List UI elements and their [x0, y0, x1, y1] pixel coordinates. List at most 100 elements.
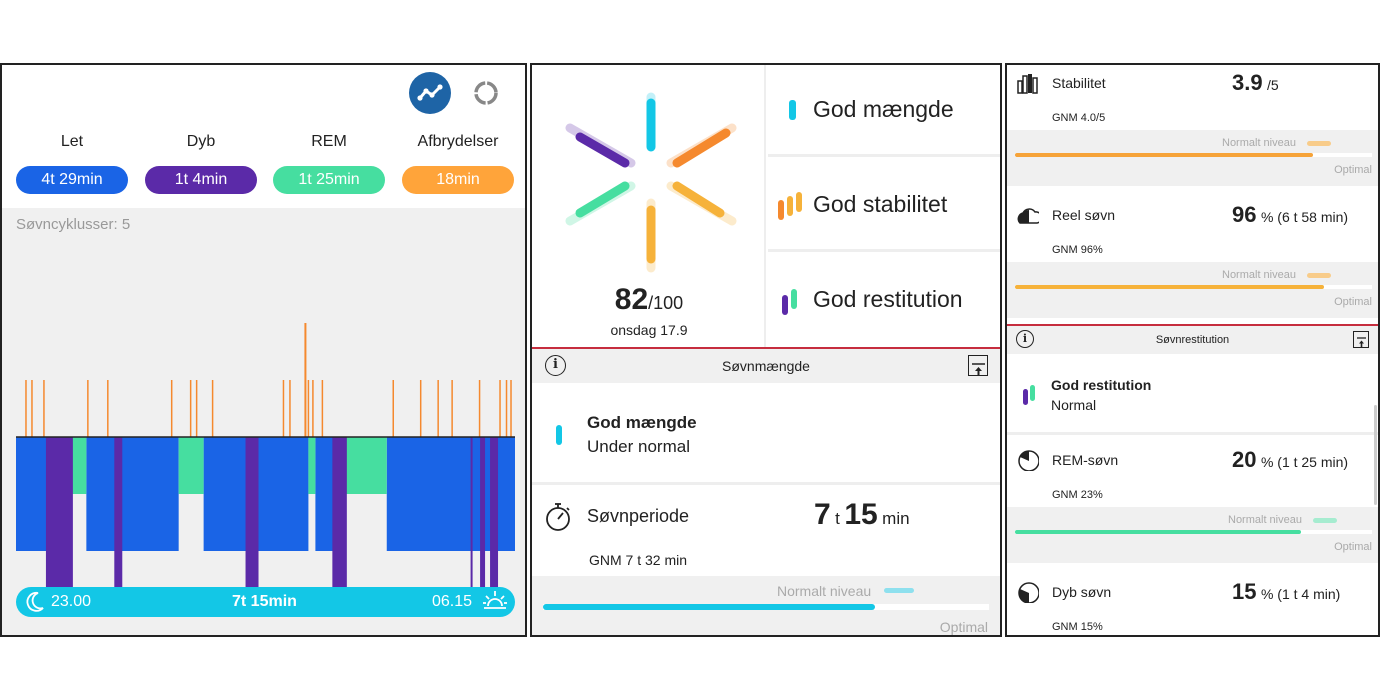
- share-arrow-icon: [1356, 337, 1366, 347]
- deep-sleep-value: 15 % (1 t 4 min): [1232, 579, 1340, 605]
- stability-bar-icon: [778, 200, 784, 220]
- deep-sleep-number: 15: [1232, 579, 1257, 604]
- amount-detail-card: God mængde Under normal: [532, 385, 1000, 485]
- score-max: /100: [648, 293, 684, 313]
- section-title: Søvnmængde: [722, 358, 810, 374]
- status-amount[interactable]: God mængde: [768, 65, 1000, 157]
- sleep-phases-panel: Let Dyb REM Afbrydelser 4t 29min 1t 4min…: [0, 63, 527, 637]
- rem-sleep-pill[interactable]: 1t 25min: [273, 166, 385, 194]
- rem-sleep-unit: % (1 t 25 min): [1260, 454, 1349, 470]
- normal-level-label: Normalt niveau: [777, 583, 872, 599]
- amount-bar-icon: [789, 100, 796, 120]
- normal-level-label: Normalt niveau: [1228, 514, 1302, 526]
- rem-sleep-segment: [178, 437, 204, 494]
- status-stability-label: God stabilitet: [813, 191, 948, 217]
- deep-sleep-icon: [1018, 582, 1039, 603]
- real-sleep-value: 96 % (6 t 58 min): [1232, 202, 1348, 228]
- real-sleep-label: Reel søvn: [1052, 207, 1116, 223]
- normal-level-label: Normalt niveau: [1222, 269, 1296, 281]
- period-hours-unit: t: [835, 509, 840, 528]
- rem-fill: [1015, 530, 1301, 534]
- sunrise-icon: [483, 591, 507, 609]
- real-sleep-fill: [1015, 285, 1324, 289]
- deep-sleep-label: Dyb søvn: [1052, 584, 1112, 600]
- stability-value: 3.9 /5: [1232, 70, 1279, 96]
- detail-subtitle: Under normal: [587, 437, 690, 456]
- deep-sleep-segment: [245, 437, 259, 588]
- info-icon[interactable]: i: [1016, 330, 1034, 348]
- deep-sleep-segment: [480, 437, 486, 588]
- rem-level-bar: Normalt niveau Optimal: [1007, 507, 1378, 563]
- real-sleep-unit: % (6 t 58 min): [1260, 209, 1349, 225]
- deep-sleep-average: GNM 15%: [1052, 621, 1103, 633]
- normal-level-marker: [884, 588, 914, 593]
- deep-sleep-segment: [114, 437, 123, 588]
- stability-label: Stabilitet: [1052, 75, 1106, 91]
- deep-sleep-pill[interactable]: 1t 4min: [145, 166, 257, 194]
- deep-sleep-segment: [490, 437, 499, 588]
- share-icon[interactable]: [968, 355, 988, 376]
- period-label: Søvnperiode: [587, 506, 690, 526]
- rem-sleep-average: GNM 23%: [1052, 489, 1103, 501]
- amount-bar-icon-small: [556, 425, 562, 445]
- category-interruptions-label: Afbrydelser: [417, 133, 499, 150]
- section-title: Søvnrestitution: [1155, 334, 1230, 346]
- optimal-label: Optimal: [1334, 541, 1372, 553]
- trend-view-button[interactable]: [409, 72, 451, 114]
- real-sleep-number: 96: [1232, 202, 1257, 227]
- category-light-label: Let: [60, 133, 84, 150]
- moon-icon: [26, 592, 44, 612]
- bedtime: 23.00: [51, 593, 92, 610]
- normal-level-marker: [1307, 273, 1331, 278]
- sleep-score-card[interactable]: 82/100 onsdag 17.9: [532, 65, 766, 347]
- real-sleep-icon: [1017, 208, 1039, 224]
- restitution-bar-icon: [782, 295, 788, 315]
- sleep-metrics-panel: Stabilitet 3.9 /5 GNM 4.0/5 Normalt nive…: [1005, 63, 1380, 637]
- ring-view-button[interactable]: [465, 72, 507, 114]
- status-restitution[interactable]: God restitution: [768, 255, 1000, 347]
- section-header-restitution: i Søvnrestitution: [1007, 324, 1378, 354]
- stability-bar-icon-2: [787, 196, 793, 216]
- interruptions-pill[interactable]: 18min: [402, 166, 514, 194]
- rem-sleep-segment: [308, 437, 316, 494]
- sleep-score-panel: 82/100 onsdag 17.9 God mængde God stabil…: [530, 63, 1002, 637]
- restitution-title: God restitution: [1051, 377, 1152, 393]
- deep-sleep-segment: [45, 437, 73, 588]
- score-flower-icon: [565, 92, 737, 273]
- category-deep-label: Dyb: [186, 133, 216, 150]
- stability-unit: /5: [1267, 77, 1279, 93]
- rem-sleep-icon: [1018, 450, 1039, 471]
- real-sleep-average: GNM 96%: [1052, 244, 1103, 256]
- normal-level-marker: [1307, 141, 1331, 146]
- normal-level-label: Normalt niveau: [1222, 137, 1296, 149]
- stability-average: GNM 4.0/5: [1052, 112, 1106, 124]
- stability-bar-icon-3: [796, 192, 802, 212]
- restitution-bar-icon-2: [791, 289, 797, 309]
- rem-sleep-label: REM-søvn: [1052, 452, 1119, 468]
- stability-level-bar: Normalt niveau Optimal: [1007, 130, 1378, 186]
- period-level-bar: Normalt niveau Optimal: [532, 576, 1000, 635]
- restitution-bar-icon-2: [1030, 385, 1035, 401]
- share-icon[interactable]: [1353, 331, 1369, 348]
- period-minutes-unit: min: [882, 509, 910, 528]
- ring-chart-icon: [474, 81, 498, 105]
- light-sleep-segment: [315, 437, 334, 551]
- sleep-score: 82/100: [532, 283, 766, 317]
- sleep-cycles-count: Søvncyklusser: 5: [16, 216, 131, 233]
- real-sleep-track: [1015, 285, 1372, 289]
- period-hours: 7: [814, 498, 831, 531]
- deep-sleep-segment: [332, 437, 347, 588]
- detail-title: God mængde: [587, 413, 697, 432]
- sleep-time-bar: 23.00 7t 15min 06.15: [16, 587, 515, 617]
- restitution-bar-icon: [1023, 389, 1028, 405]
- scrollbar[interactable]: [1374, 405, 1377, 505]
- light-sleep-segment: [86, 437, 179, 551]
- light-sleep-segment: [16, 437, 48, 551]
- period-average: GNM 7 t 32 min: [589, 552, 688, 568]
- light-sleep-pill[interactable]: 4t 29min: [16, 166, 128, 194]
- info-icon[interactable]: i: [545, 355, 566, 376]
- deep-sleep-unit: % (1 t 4 min): [1260, 586, 1341, 602]
- category-rem-label: REM: [311, 133, 347, 150]
- stability-fill: [1015, 153, 1313, 157]
- status-stability[interactable]: God stabilitet: [768, 160, 1000, 252]
